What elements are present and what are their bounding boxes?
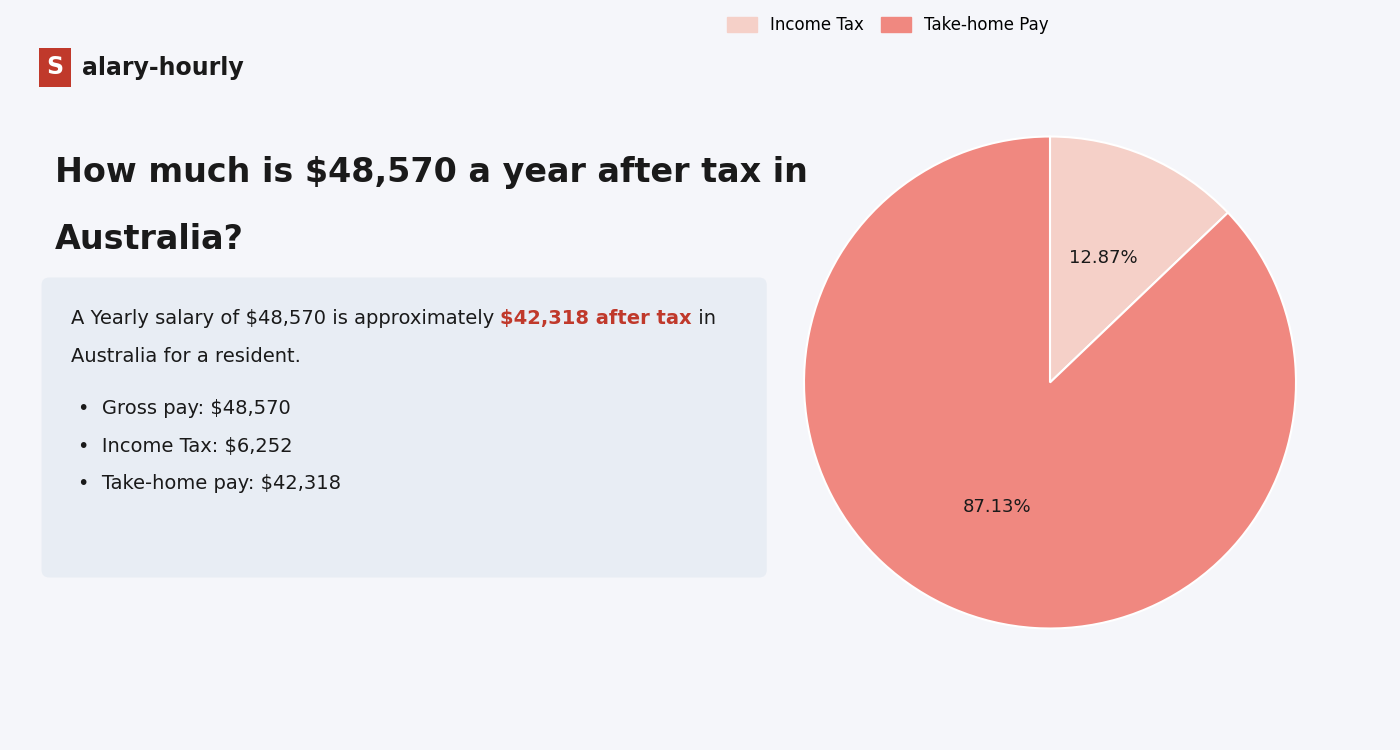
Wedge shape	[1050, 136, 1228, 382]
Text: S: S	[46, 56, 63, 80]
Text: alary-hourly: alary-hourly	[83, 56, 244, 80]
Text: How much is $48,570 a year after tax in: How much is $48,570 a year after tax in	[55, 156, 808, 189]
Text: •  Gross pay: $48,570: • Gross pay: $48,570	[78, 399, 291, 418]
Text: Australia for a resident.: Australia for a resident.	[70, 346, 301, 366]
Text: •  Income Tax: $6,252: • Income Tax: $6,252	[78, 436, 293, 456]
Text: in: in	[692, 309, 715, 328]
Text: Australia?: Australia?	[55, 224, 244, 256]
FancyBboxPatch shape	[42, 278, 767, 578]
Text: $42,318 after tax: $42,318 after tax	[500, 309, 692, 328]
Wedge shape	[804, 136, 1296, 628]
Text: 12.87%: 12.87%	[1070, 249, 1138, 267]
Text: A Yearly salary of $48,570 is approximately: A Yearly salary of $48,570 is approximat…	[70, 309, 500, 328]
Text: •  Take-home pay: $42,318: • Take-home pay: $42,318	[78, 474, 342, 494]
Legend: Income Tax, Take-home Pay: Income Tax, Take-home Pay	[720, 10, 1056, 40]
Text: 87.13%: 87.13%	[962, 498, 1030, 516]
